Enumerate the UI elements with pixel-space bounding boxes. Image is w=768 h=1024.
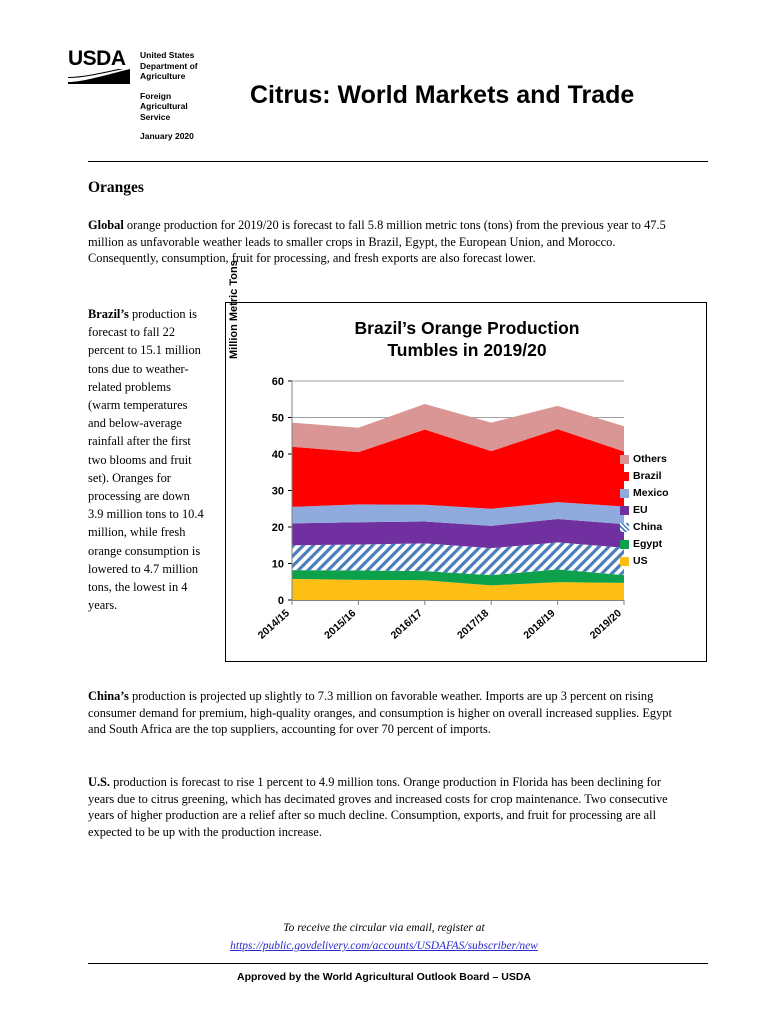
chart-area-others bbox=[292, 403, 624, 453]
chart-y-tick-label: 10 bbox=[272, 559, 284, 571]
chart-x-tick-label: 2015/16 bbox=[322, 607, 358, 641]
paragraph-us-lead: U.S. bbox=[88, 775, 111, 789]
legend-swatch-others bbox=[620, 455, 629, 464]
chart-legend: Others Brazil Mexico EU China Egypt US bbox=[620, 451, 669, 570]
usda-swoosh-graphic bbox=[68, 69, 130, 84]
chart-y-tick-label: 0 bbox=[278, 595, 284, 607]
chart-area-china bbox=[292, 542, 624, 576]
chart-area-egypt bbox=[292, 569, 624, 586]
document-header: USDA United States Department of Agricul… bbox=[0, 0, 768, 168]
chart-area-eu bbox=[292, 518, 624, 549]
paragraph-us: U.S. production is forecast to rise 1 pe… bbox=[88, 774, 683, 840]
legend-swatch-eu bbox=[620, 506, 629, 515]
chart-y-tick-label: 50 bbox=[272, 413, 284, 425]
agency-identification: United States Department of Agriculture … bbox=[140, 50, 198, 142]
paragraph-china-body: production is projected up slightly to 7… bbox=[88, 689, 672, 737]
paragraph-global-lead: Global bbox=[88, 218, 124, 232]
chart-y-tick-label: 40 bbox=[272, 449, 284, 461]
chart-title-line-2: Tumbles in 2019/20 bbox=[387, 340, 547, 360]
legend-swatch-china bbox=[620, 523, 629, 532]
legend-label-china: China bbox=[633, 521, 663, 533]
paragraph-china-lead: China’s bbox=[88, 689, 129, 703]
paragraph-china: China’s production is projected up sligh… bbox=[88, 688, 678, 738]
chart-y-axis-label: Million Metric Tons bbox=[228, 260, 240, 359]
legend-label-brazil: Brazil bbox=[633, 470, 662, 482]
chart-area-us bbox=[292, 578, 624, 600]
usda-logo-text: USDA bbox=[68, 47, 126, 70]
legend-item-brazil[interactable]: Brazil bbox=[620, 468, 669, 485]
chart-y-tick-label: 20 bbox=[272, 522, 284, 534]
chart-x-tick-label: 2019/20 bbox=[588, 607, 624, 641]
chart-x-tick-label: 2018/19 bbox=[521, 607, 557, 641]
chart-panel-brazil-orange-production: Brazil’s Orange Production Tumbles in 20… bbox=[225, 260, 708, 662]
legend-label-egypt: Egypt bbox=[633, 538, 663, 550]
footer-subscribe-link[interactable]: https://public.govdelivery.com/accounts/… bbox=[230, 940, 538, 952]
agency-line-department-of: Department of bbox=[140, 60, 198, 71]
paragraph-brazil-body: production is forecast to fall 22 percen… bbox=[88, 307, 204, 613]
legend-label-us: US bbox=[633, 555, 648, 567]
agency-service: Foreign Agricultural Service bbox=[140, 91, 198, 123]
legend-item-mexico[interactable]: Mexico bbox=[620, 485, 669, 502]
publication-date: January 2020 bbox=[140, 131, 194, 141]
agency-line-service: Service bbox=[140, 111, 171, 122]
legend-label-mexico: Mexico bbox=[633, 487, 669, 499]
legend-label-eu: EU bbox=[633, 504, 648, 516]
legend-label-others: Others bbox=[633, 453, 667, 465]
chart-title-line-1: Brazil’s Orange Production bbox=[354, 318, 580, 338]
section-heading-oranges: Oranges bbox=[88, 179, 144, 196]
chart-svg: 0 10 20 30 40 50 60 2014/15 2015/16 2016/17 2017/1… bbox=[256, 376, 625, 642]
chart-title: Brazil’s Orange Production Tumbles in 20… bbox=[226, 317, 708, 361]
header-divider bbox=[88, 161, 708, 162]
chart-plot-area: 0 10 20 30 40 50 60 2014/15 2015/16 2016/17 2017/1… bbox=[226, 373, 708, 642]
agency-department: United States Department of Agriculture bbox=[140, 50, 198, 82]
agency-line-agricultural: Agricultural bbox=[140, 101, 188, 111]
legend-item-us[interactable]: US bbox=[620, 553, 669, 570]
legend-item-others[interactable]: Others bbox=[620, 451, 669, 468]
agency-line-united-states: United States bbox=[140, 50, 195, 60]
legend-item-china[interactable]: China bbox=[620, 519, 669, 536]
chart-area-mexico bbox=[292, 502, 624, 526]
chart-x-tick-label: 2017/18 bbox=[455, 607, 491, 641]
footer-subscribe-note: To receive the circular via email, regis… bbox=[283, 922, 485, 934]
agency-line-agriculture: Agriculture bbox=[140, 71, 186, 81]
chart-x-tick-label: 2016/17 bbox=[389, 607, 425, 641]
paragraph-brazil: Brazil’s production is forecast to fall … bbox=[88, 305, 206, 614]
legend-swatch-brazil bbox=[620, 472, 629, 481]
paragraph-global-body: orange production for 2019/20 is forecas… bbox=[88, 218, 666, 266]
legend-item-eu[interactable]: EU bbox=[620, 502, 669, 519]
agency-line-foreign: Foreign bbox=[140, 90, 172, 101]
footer-divider bbox=[88, 963, 708, 964]
legend-swatch-us bbox=[620, 557, 629, 566]
chart-x-tick-label: 2014/15 bbox=[256, 607, 292, 641]
legend-swatch-egypt bbox=[620, 540, 629, 549]
usda-logo: USDA bbox=[68, 48, 130, 84]
document-title: Citrus: World Markets and Trade bbox=[250, 81, 635, 109]
paragraph-global: Global orange production for 2019/20 is … bbox=[88, 217, 666, 267]
chart-area-brazil bbox=[292, 429, 624, 509]
footer-approval-line: Approved by the World Agricultural Outlo… bbox=[236, 971, 532, 983]
paragraph-us-body: production is forecast to rise 1 percent… bbox=[88, 775, 668, 839]
chart-y-tick-label: 60 bbox=[272, 376, 284, 388]
legend-swatch-mexico bbox=[620, 489, 629, 498]
legend-item-egypt[interactable]: Egypt bbox=[620, 536, 669, 553]
chart-y-tick-label: 30 bbox=[272, 486, 284, 498]
paragraph-brazil-lead: Brazil’s bbox=[88, 307, 129, 321]
